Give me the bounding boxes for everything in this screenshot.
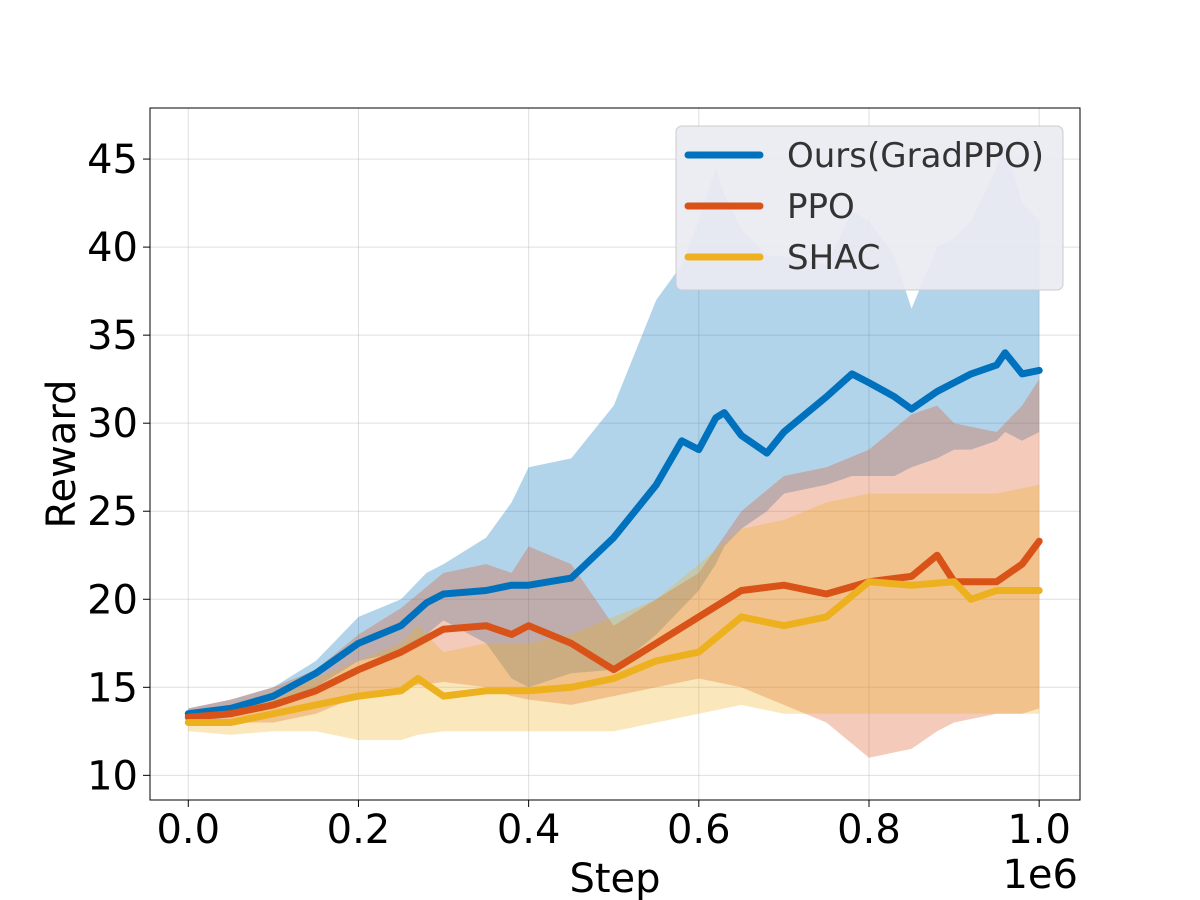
legend-box (675, 125, 1064, 291)
y-tick-label: 10 (87, 753, 138, 799)
y-tick-label: 20 (87, 577, 138, 623)
band-series-1 (188, 379, 1040, 758)
x-tick-label: 0.0 (156, 807, 220, 853)
line-series-0 (184, 349, 1043, 718)
x-tick-label: 0.8 (837, 807, 901, 853)
x-tick-label: 0.2 (327, 807, 391, 853)
x-tick-label: 0.4 (497, 807, 561, 853)
x-tick-label: 0.6 (667, 807, 731, 853)
plot-frame (149, 107, 1081, 801)
y-tick-label: 25 (87, 489, 138, 535)
legend: Ours(GradPPO) PPO SHAC (675, 125, 1064, 291)
y-tick-label: 15 (87, 665, 138, 711)
series-lines (184, 349, 1043, 726)
band-series-2 (188, 484, 1040, 741)
x-axis-label: Step (569, 856, 660, 900)
line-series-1 (184, 537, 1043, 721)
y-axis: 10 15 20 25 30 35 40 45 (87, 137, 150, 799)
x-axis: 0.0 0.2 0.4 0.6 0.8 1.0 (156, 800, 1071, 853)
line-series-2 (184, 578, 1043, 726)
y-tick-label: 35 (87, 313, 138, 359)
y-tick-label: 40 (87, 225, 138, 271)
y-tick-label: 45 (87, 137, 138, 183)
x-tick-label: 1.0 (1007, 807, 1071, 853)
legend-label: PPO (787, 187, 855, 227)
y-axis-label: Reward (39, 380, 85, 529)
x-axis-offset-label: 1e6 (1002, 852, 1078, 898)
y-tick-label: 30 (87, 401, 138, 447)
legend-label: Ours(GradPPO) (787, 136, 1044, 176)
legend-label: SHAC (787, 238, 881, 278)
